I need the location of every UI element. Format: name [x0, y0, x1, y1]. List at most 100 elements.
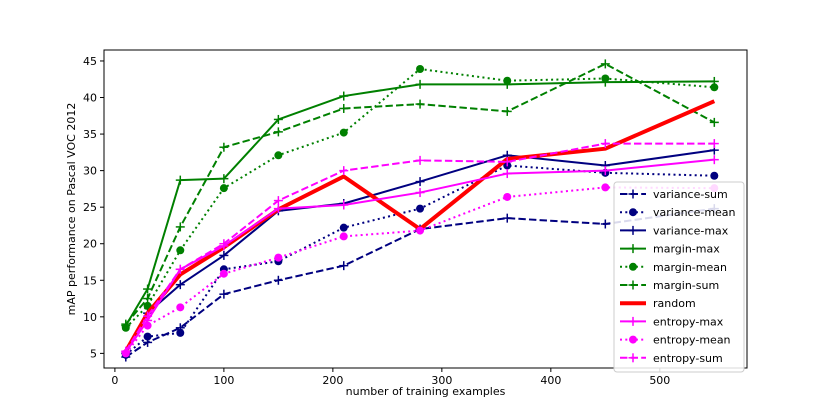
data-point-entropy-mean — [503, 192, 512, 201]
legend-entry-random: random — [620, 297, 696, 310]
series-margin-sum — [121, 59, 719, 329]
data-point-variance-mean — [416, 204, 425, 213]
legend-label: variance-mean — [653, 206, 736, 219]
data-point-margin-sum — [502, 106, 512, 116]
data-point-entropy-sum — [502, 157, 512, 167]
legend-marker — [628, 353, 638, 363]
legend-label: entropy-mean — [653, 334, 731, 347]
data-point-margin-mean — [416, 65, 425, 74]
data-point-margin-mean — [710, 83, 719, 92]
legend-box — [613, 181, 745, 373]
legend-entry-variance-sum: variance-sum — [620, 188, 728, 201]
legend-marker — [628, 189, 638, 199]
y-tick-label: 30 — [83, 165, 97, 178]
y-axis: 5 10 15 20 25 30 35 40 45 — [83, 55, 104, 360]
legend-label: random — [653, 297, 696, 310]
series-line-entropy-sum — [124, 142, 715, 352]
x-axis: 0 100 200 300 400 500 — [111, 368, 670, 387]
x-tick-label: 0 — [111, 374, 118, 387]
data-point-variance-mean — [143, 332, 152, 341]
legend-entry-variance-max: variance-max — [620, 224, 729, 237]
legend-label: entropy-max — [653, 315, 724, 328]
legend: variance-sum variance-mean variance-max mar… — [613, 181, 745, 373]
legend-label: entropy-sum — [653, 352, 723, 365]
data-point-margin-sum — [273, 127, 283, 137]
legend-label: margin-sum — [653, 279, 719, 292]
data-point-entropy-mean — [143, 321, 152, 330]
series-line-margin-max — [124, 80, 715, 327]
legend-marker — [628, 280, 638, 290]
legend-label: variance-sum — [653, 188, 728, 201]
data-point-margin-max — [339, 91, 349, 101]
x-tick-label: 500 — [649, 374, 670, 387]
data-point-variance-max — [415, 177, 425, 187]
legend-label: margin-max — [653, 243, 720, 256]
y-axis-label: mAP performance on Pascal VOC 2012 — [65, 103, 78, 316]
data-point-margin-mean — [601, 74, 610, 83]
legend-marker — [628, 316, 638, 326]
legend-entry-margin-mean: margin-mean — [620, 261, 727, 274]
data-point-variance-sum — [502, 213, 512, 223]
series-line-variance-sum — [125, 207, 715, 358]
legend-entry-entropy-max: entropy-max — [620, 315, 724, 328]
data-point-entropy-mean — [274, 253, 283, 262]
data-point-entropy-max — [273, 204, 283, 214]
legend-entry-margin-max: margin-max — [620, 243, 720, 256]
y-tick-label: 35 — [83, 128, 97, 141]
data-point-entropy-sum — [709, 139, 719, 149]
data-point-margin-sum — [175, 222, 185, 232]
x-tick-label: 100 — [213, 374, 234, 387]
data-point-entropy-mean — [601, 183, 610, 192]
data-point-margin-max — [175, 175, 185, 185]
data-point-entropy-sum — [121, 346, 131, 356]
legend-marker — [628, 225, 638, 235]
series-entropy-mean — [121, 183, 719, 358]
data-point-variance-max — [219, 250, 229, 260]
legend-entry-variance-mean: variance-mean — [620, 206, 736, 219]
data-point-entropy-mean — [219, 269, 228, 278]
x-tick-label: 300 — [431, 374, 452, 387]
data-point-margin-mean — [219, 184, 228, 193]
data-point-entropy-max — [415, 188, 425, 198]
data-point-entropy-mean — [176, 303, 185, 312]
data-point-variance-mean — [176, 328, 185, 337]
data-point-entropy-sum — [415, 155, 425, 165]
data-point-entropy-mean — [339, 232, 348, 241]
x-axis-label: number of training examples — [346, 385, 506, 398]
data-point-margin-sum — [339, 103, 349, 113]
legend-label: margin-mean — [653, 261, 727, 274]
data-point-variance-mean — [339, 223, 348, 232]
series-line-entropy-max — [124, 158, 715, 353]
data-point-margin-sum — [415, 99, 425, 109]
legend-entry-entropy-sum: entropy-sum — [620, 352, 723, 365]
data-point-variance-sum — [339, 261, 349, 271]
data-point-margin-sum — [600, 59, 610, 69]
y-tick-label: 20 — [83, 238, 97, 251]
data-point-variance-sum — [600, 219, 610, 229]
data-point-margin-mean — [274, 151, 283, 160]
data-point-margin-mean — [503, 76, 512, 85]
series-entropy-sum — [121, 139, 719, 356]
data-point-margin-sum — [121, 319, 131, 329]
legend-marker — [628, 244, 638, 254]
data-point-entropy-sum — [143, 311, 153, 321]
data-point-margin-max — [415, 79, 425, 89]
data-point-entropy-sum — [219, 239, 229, 249]
y-tick-label: 40 — [83, 92, 97, 105]
data-point-margin-max — [143, 284, 153, 294]
data-point-entropy-max — [339, 200, 349, 210]
series-margin-mean — [121, 65, 719, 332]
data-point-entropy-sum — [175, 264, 185, 274]
data-point-entropy-mean — [416, 226, 425, 235]
legend-marker — [629, 208, 637, 217]
plot-frame — [103, 49, 748, 369]
data-point-margin-sum — [709, 117, 719, 127]
data-point-entropy-max — [502, 169, 512, 179]
legend-marker — [629, 335, 637, 344]
data-point-margin-max — [219, 174, 229, 184]
legend-marker — [629, 262, 637, 271]
data-point-variance-sum — [273, 275, 283, 285]
y-tick-label: 25 — [83, 201, 97, 214]
y-tick-label: 10 — [83, 311, 97, 324]
